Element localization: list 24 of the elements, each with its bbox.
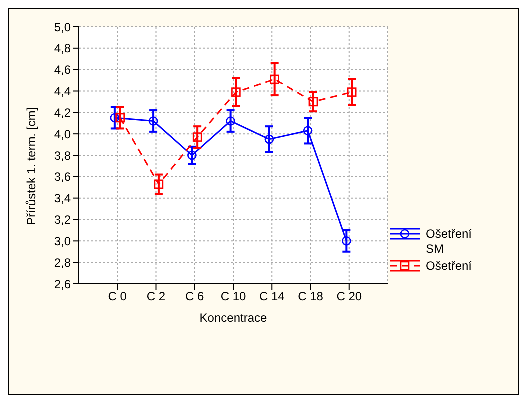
y-tick-label: 2,8 (54, 256, 72, 270)
x-tick-label: C 0 (108, 290, 128, 304)
y-tick-label: 3,8 (54, 148, 72, 163)
x-tick-label: C 14 (259, 290, 286, 304)
x-tick-label: C 18 (298, 290, 324, 304)
x-tick-label: C 10 (220, 290, 246, 304)
y-tick-label: 3,4 (54, 192, 72, 206)
y-tick-label: 4,6 (54, 63, 72, 78)
legend-label: Ošetření SM (426, 227, 474, 257)
x-tick-label: C 6 (186, 290, 205, 304)
y-tick-label: 4,4 (54, 84, 72, 99)
y-axis-title: Přírůstek 1. term. [cm] (24, 107, 38, 226)
y-tick-label: 4,2 (54, 106, 72, 120)
x-tick-label: C 20 (336, 290, 362, 304)
x-axis-title: Koncentrace (200, 311, 268, 325)
y-tick-label: 3,2 (54, 213, 72, 228)
y-tick-label: 4,0 (54, 127, 72, 142)
y-tick-label: 5,0 (54, 20, 72, 34)
x-tick-label: C 2 (146, 290, 166, 304)
y-tick-label: 2,6 (54, 277, 72, 292)
y-tick-label: 3,0 (54, 234, 72, 248)
y-tick-label: 4,8 (54, 42, 72, 56)
y-tick-label: 3,6 (54, 170, 72, 184)
legend-label: Ošetření (426, 259, 474, 274)
